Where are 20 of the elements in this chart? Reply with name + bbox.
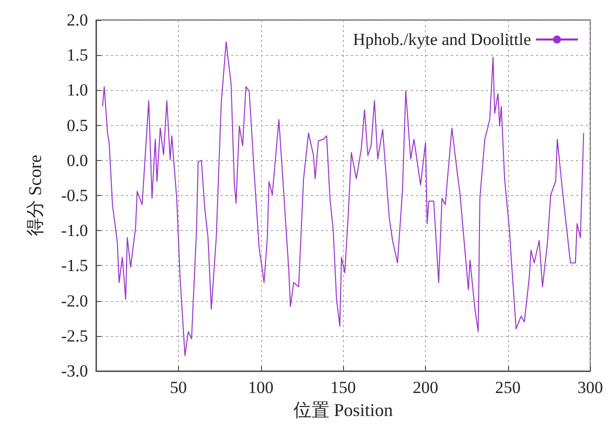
y-tick-label: -2.0 <box>61 291 88 310</box>
x-tick-label: 200 <box>412 378 438 397</box>
x-tick-label: 300 <box>578 378 603 397</box>
y-tick-label: 1.0 <box>66 80 88 100</box>
legend-label: Hphob./kyte and Doolittle <box>352 30 531 49</box>
x-tick-label: 100 <box>248 378 274 397</box>
y-axis-title: 得分 Score <box>25 154 45 236</box>
y-tick-label: 2.0 <box>66 10 88 30</box>
y-tick-label: 1.5 <box>66 46 88 65</box>
y-tick-label: -1.0 <box>61 221 88 240</box>
x-axis-title: 位置 Position <box>293 400 393 420</box>
y-tick-label: -1.5 <box>61 256 88 276</box>
y-tick-label: -3.0 <box>61 362 88 380</box>
x-tick-label: 50 <box>170 378 187 397</box>
y-tick-label: 0.5 <box>66 116 88 135</box>
x-tick-label: 250 <box>495 378 521 397</box>
y-tick-label: 0.0 <box>66 150 88 170</box>
x-tick-label: 150 <box>330 378 356 397</box>
y-tick-label: -0.5 <box>61 186 88 205</box>
y-tick-label: -2.5 <box>61 326 88 346</box>
